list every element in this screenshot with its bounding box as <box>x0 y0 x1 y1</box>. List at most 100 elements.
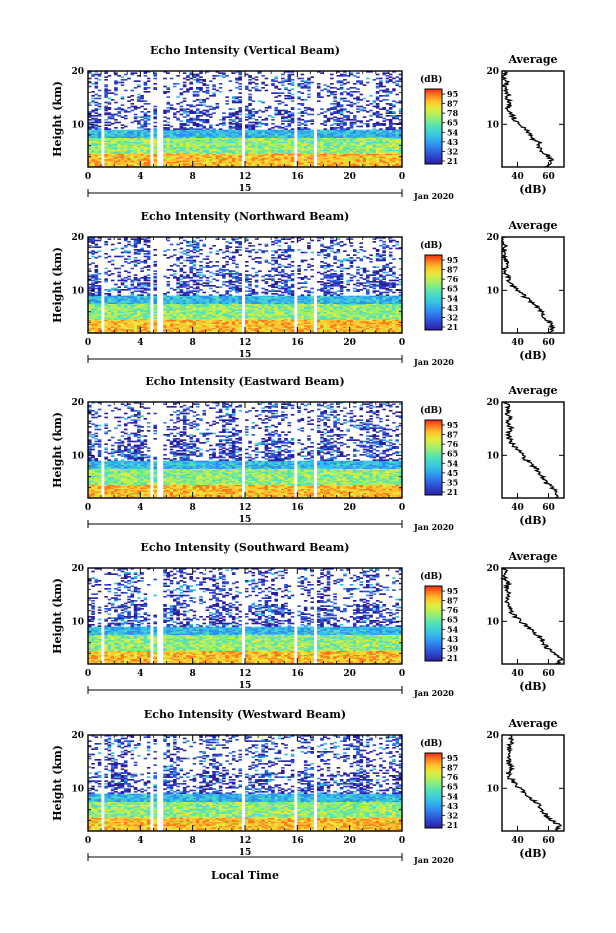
heatmap-cell <box>366 100 370 102</box>
heatmap-cell <box>186 284 190 286</box>
heatmap-cell <box>91 110 95 112</box>
heatmap-cell <box>350 130 354 132</box>
heatmap-cell <box>95 104 99 106</box>
heatmap-cell <box>124 280 128 282</box>
heatmap-cell <box>337 118 341 120</box>
heatmap-cell <box>317 114 321 116</box>
x-tick-label: 4 <box>137 172 143 182</box>
heatmap-cell <box>304 110 308 112</box>
heatmap-cell <box>229 90 233 92</box>
heatmap-cell <box>386 127 390 129</box>
heatmap-cell <box>117 242 121 244</box>
heatmap-cell <box>189 78 193 80</box>
heatmap-cell <box>252 100 256 102</box>
heatmap-cell <box>153 122 157 124</box>
heatmap-cell <box>180 268 184 270</box>
heatmap-cell <box>366 82 370 84</box>
heatmap-cell <box>235 87 239 89</box>
heatmap-cell <box>124 258 128 260</box>
heatmap-cell <box>235 100 239 102</box>
heatmap-cell <box>176 282 180 284</box>
heatmap-cell <box>134 116 138 118</box>
heatmap-cell <box>134 290 138 292</box>
heatmap-cell <box>167 281 171 283</box>
heatmap-cell <box>95 240 99 242</box>
heatmap-cell <box>297 122 301 124</box>
heatmap-cell <box>248 110 252 112</box>
heatmap-cell <box>153 108 157 110</box>
heatmap-cell <box>114 288 118 290</box>
heatmap-cell <box>238 114 242 116</box>
heatmap-cell <box>373 79 377 81</box>
heatmap-cell <box>114 72 118 74</box>
heatmap-cell <box>144 292 148 294</box>
colorbar-tick-label: 21 <box>447 156 458 166</box>
heatmap-cell <box>114 80 118 82</box>
heatmap-cell <box>104 102 108 104</box>
heatmap-cell <box>359 106 363 108</box>
heatmap-cell <box>356 126 360 128</box>
heatmap-cell <box>333 103 337 105</box>
heatmap-cell <box>108 124 112 126</box>
heatmap-cell <box>216 75 220 77</box>
heatmap-cell <box>131 280 135 282</box>
heatmap-cell <box>265 130 269 132</box>
heatmap-cell <box>167 110 171 112</box>
heatmap-cell <box>186 281 190 283</box>
heatmap-cell <box>95 108 99 110</box>
heatmap-cell <box>324 128 328 130</box>
x-tick-label: 12 <box>239 172 252 182</box>
heatmap-cell <box>124 126 128 128</box>
heatmap-cell <box>121 130 125 132</box>
heatmap-cell <box>261 119 265 121</box>
heatmap-cell <box>189 118 193 120</box>
heatmap-cell <box>144 112 148 114</box>
heatmap-cell <box>301 115 305 117</box>
heatmap-cell <box>353 122 357 124</box>
heatmap-cell <box>382 72 386 74</box>
heatmap-cell <box>268 128 272 130</box>
heatmap-cell <box>222 130 226 132</box>
heatmap-cell <box>147 87 151 89</box>
heatmap-cell <box>153 276 157 278</box>
heatmap-cell <box>196 112 200 114</box>
heatmap-cell <box>95 288 99 290</box>
heatmap-cell <box>245 124 249 126</box>
heatmap-cell <box>144 244 148 246</box>
heatmap-cell <box>350 87 354 89</box>
heatmap-cell <box>222 72 226 74</box>
heatmap-cell <box>91 293 95 295</box>
heatmap-cell <box>117 238 121 240</box>
heatmap-cell <box>111 280 115 282</box>
heatmap-cell <box>183 116 187 118</box>
heatmap-cell <box>343 100 347 102</box>
heatmap-cell <box>153 284 157 286</box>
heatmap-cell <box>104 241 108 243</box>
heatmap-cell <box>327 86 331 88</box>
heatmap-cell <box>340 80 344 82</box>
heatmap-cell <box>170 130 174 132</box>
heatmap-cell <box>330 83 334 85</box>
heatmap-cell <box>310 114 314 116</box>
heatmap-cell <box>121 289 125 291</box>
heatmap-cell <box>117 256 121 258</box>
heatmap-cell <box>261 82 265 84</box>
heatmap-cell <box>376 122 380 124</box>
heatmap-cell <box>288 114 292 116</box>
heatmap-cell <box>386 103 390 105</box>
heatmap-cell <box>176 103 180 105</box>
heatmap-cell <box>183 260 187 262</box>
heatmap-cell <box>137 249 141 251</box>
heatmap-cell <box>333 106 337 108</box>
heatmap-cell <box>382 86 386 88</box>
heatmap-cell <box>170 274 174 276</box>
heatmap-cell <box>199 87 203 89</box>
date-label: Jan 2020 <box>413 191 454 201</box>
heatmap-cell <box>255 88 259 90</box>
heatmap-cell <box>245 119 249 121</box>
heatmap-cell <box>127 244 131 246</box>
heatmap-cell <box>386 78 390 80</box>
heatmap-cell <box>176 83 180 85</box>
heatmap-cell <box>222 112 226 114</box>
heatmap-cell <box>238 96 242 98</box>
